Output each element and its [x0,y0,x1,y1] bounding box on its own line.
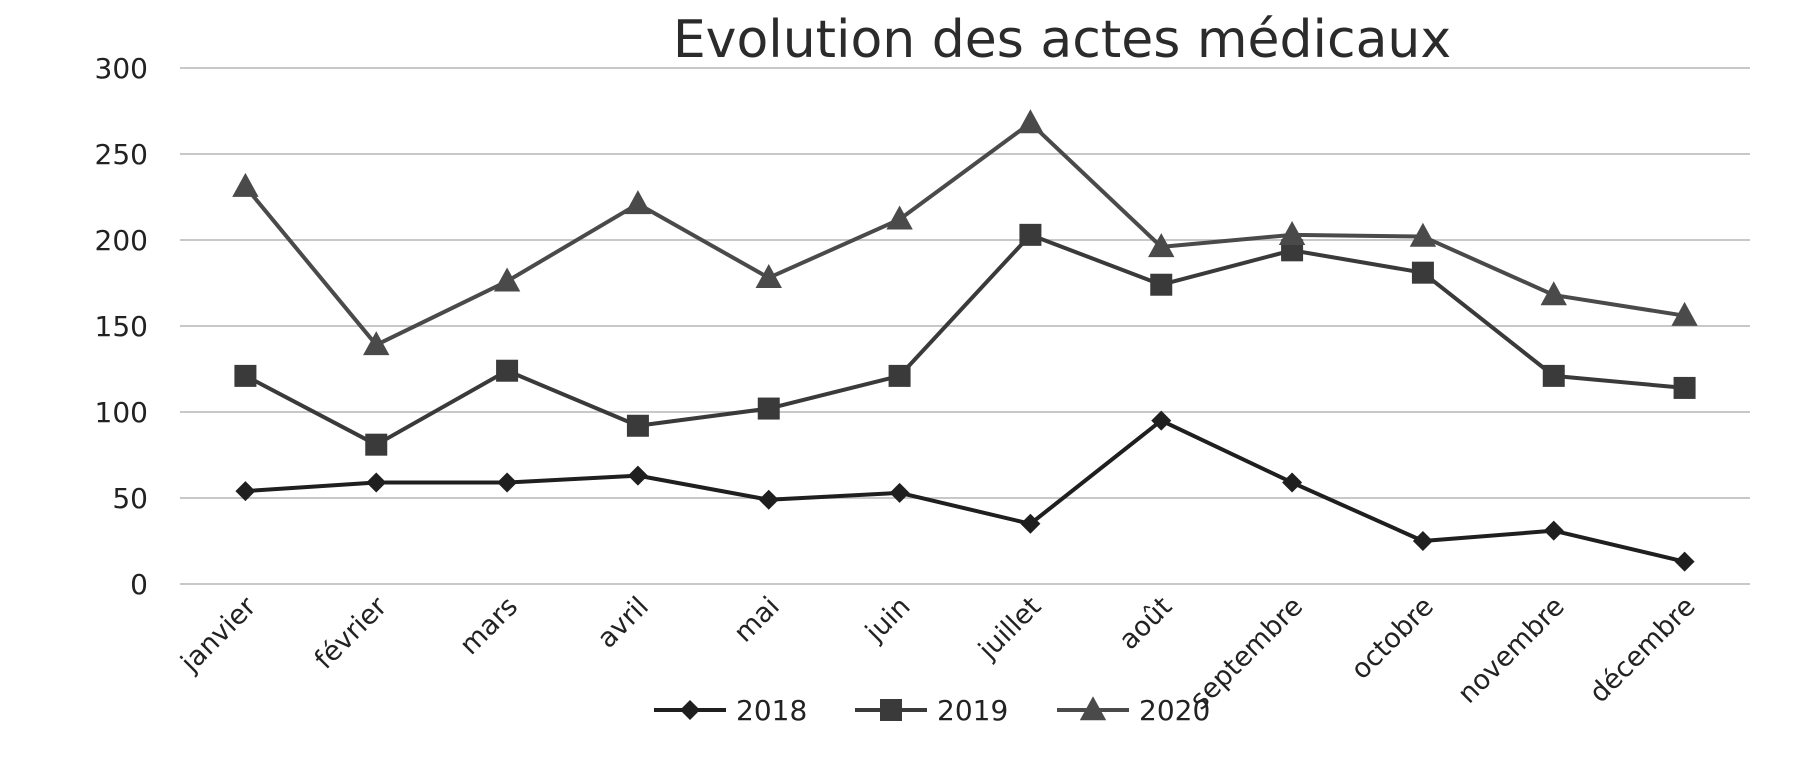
chart-title: Evolution des actes médicaux [673,10,1451,70]
y-tick-label-250: 250 [95,138,148,171]
point-2020-avril [624,190,652,215]
x-tick-label-mars: mars [454,591,524,661]
series-lines [232,109,1698,572]
x-tick-label-février: février [309,590,394,675]
point-2019-octobre [1411,261,1434,284]
x-tick-label-novembre: novembre [1452,591,1571,710]
point-2020-novembre [1540,281,1567,306]
x-tick-label-janvier: janvier [174,590,263,679]
point-2019-mars [496,359,519,382]
point-2018-mars [497,472,518,493]
point-2018-mai [758,489,779,510]
point-2020-janvier [232,172,259,197]
y-tick-label-0: 0 [130,568,148,601]
series-line-2019 [244,232,1685,447]
point-2020-février [363,331,390,356]
y-tick-label-200: 200 [95,224,148,257]
y-axis-ticks: 0 50 100 150 200 250 300 [95,52,148,601]
legend-item-2020: 2020 [1057,694,1210,727]
point-2018-février [366,472,387,493]
legend-marker-2019 [880,699,902,721]
point-2019-novembre [1542,364,1565,387]
point-2020-septembre [1278,221,1306,246]
point-2020-mai [755,264,782,289]
y-tick-label-100: 100 [95,396,148,429]
point-2018-avril [627,465,648,486]
x-tick-label-juin: juin [859,591,916,648]
point-2020-décembre [1671,301,1698,326]
series-2019 [234,223,1696,456]
legend-item-2019: 2019 [855,694,1008,727]
point-2019-février [365,433,388,456]
point-2020-juillet [1017,109,1044,134]
y-tick-label-50: 50 [112,482,148,515]
x-tick-label-juillet: juillet [972,591,1047,666]
series-2018 [235,410,1695,572]
legend-marker-2018 [680,700,700,720]
point-2018-juillet [1020,513,1041,534]
legend-label-2020: 2020 [1139,694,1210,727]
gridlines [180,67,1750,585]
series-2020 [232,109,1698,356]
x-tick-label-mai: mai [728,591,786,649]
point-2018-janvier [235,481,256,502]
series-line-2020 [243,121,1685,347]
point-2018-novembre [1543,520,1564,541]
x-tick-label-avril: avril [591,591,654,654]
point-2020-mars [493,267,521,292]
point-2019-juin [888,364,911,387]
point-2018-octobre [1412,531,1433,551]
point-2018-septembre [1282,472,1303,493]
legend-label-2019: 2019 [937,694,1008,727]
x-tick-label-octobre: octobre [1345,591,1440,686]
series-line-2018 [245,418,1686,564]
point-2019-août [1150,273,1173,296]
legend-label-2018: 2018 [736,694,807,727]
legend-marker-2020 [1079,696,1107,721]
x-tick-label-décembre: décembre [1584,591,1702,709]
y-tick-label-300: 300 [95,52,148,85]
y-tick-label-150: 150 [95,310,148,343]
legend-item-2018: 2018 [654,694,807,727]
point-2018-juin [889,482,910,503]
point-2020-août [1148,233,1175,258]
point-2018-août [1151,410,1172,431]
point-2018-décembre [1674,551,1695,572]
x-tick-label-août: août [1113,591,1178,656]
point-2019-avril [626,414,649,437]
point-2019-mai [757,397,780,420]
point-2020-octobre [1409,222,1437,247]
point-2019-décembre [1673,376,1696,399]
point-2019-janvier [234,364,257,387]
point-2020-juin [886,205,913,230]
legend: 2018 2019 2020 [654,694,1210,727]
point-2019-juillet [1019,223,1042,246]
